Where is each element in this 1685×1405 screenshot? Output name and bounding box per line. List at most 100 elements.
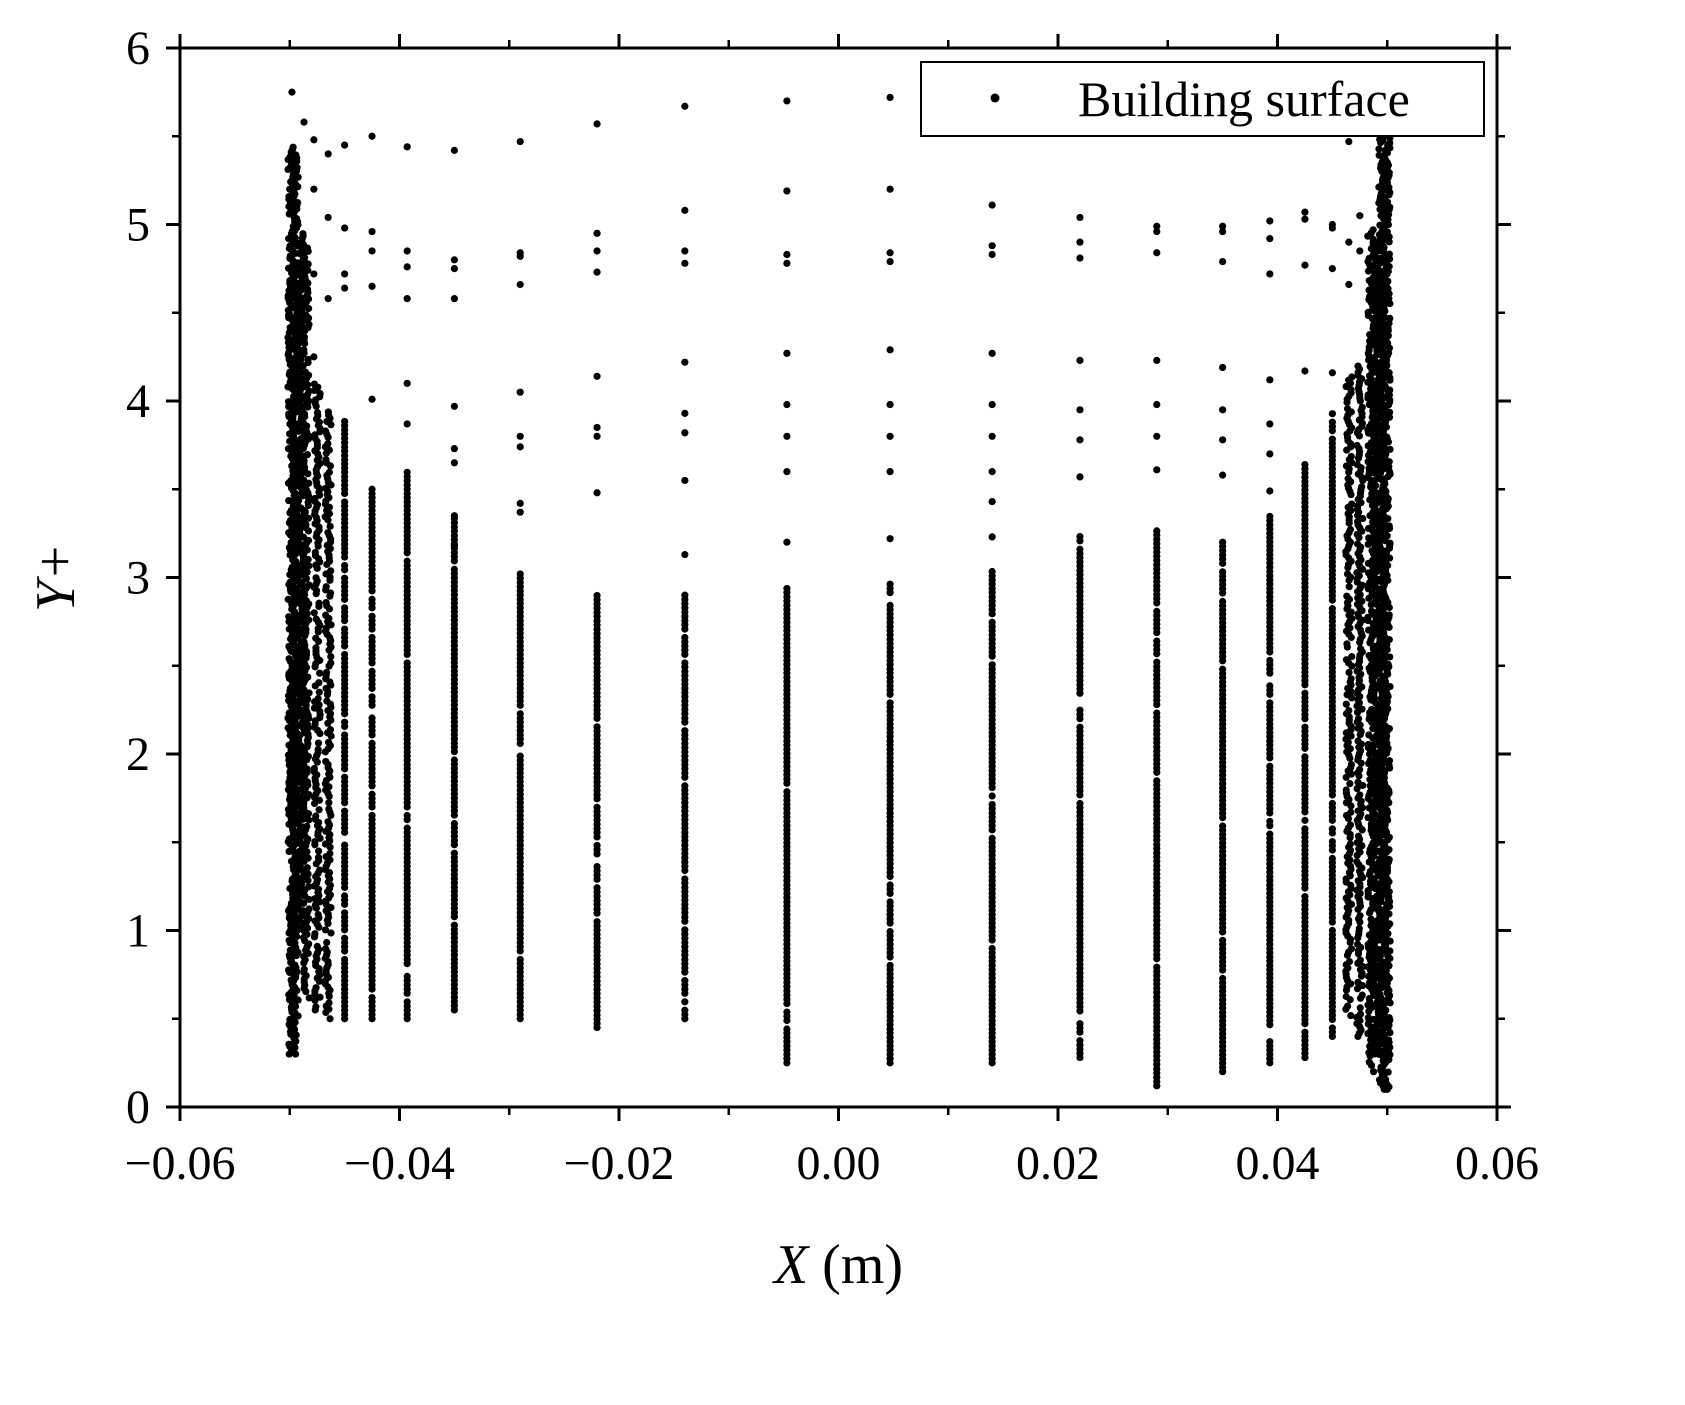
data-point bbox=[1347, 945, 1356, 953]
data-point bbox=[988, 432, 996, 440]
data-point bbox=[1343, 405, 1352, 413]
data-point bbox=[783, 538, 791, 546]
data-point bbox=[1345, 583, 1353, 591]
data-point bbox=[1369, 306, 1377, 314]
data-point bbox=[403, 824, 411, 832]
data-point bbox=[681, 409, 689, 417]
data-point bbox=[1301, 825, 1309, 833]
data-point bbox=[403, 420, 411, 428]
data-point bbox=[368, 485, 376, 493]
data-point bbox=[341, 270, 349, 278]
data-point bbox=[1266, 376, 1274, 384]
data-point bbox=[310, 609, 318, 617]
data-point bbox=[450, 849, 458, 857]
data-point bbox=[1356, 212, 1364, 220]
data-point bbox=[341, 909, 349, 917]
data-point bbox=[1076, 406, 1084, 414]
data-point bbox=[368, 612, 376, 620]
data-point bbox=[681, 659, 689, 667]
data-point bbox=[681, 1006, 689, 1014]
data-point bbox=[300, 294, 308, 302]
data-point bbox=[1379, 346, 1387, 355]
data-point bbox=[326, 849, 334, 858]
data-point bbox=[681, 247, 689, 255]
data-point bbox=[681, 102, 689, 110]
data-point bbox=[681, 782, 689, 790]
data-point bbox=[322, 668, 331, 677]
data-point bbox=[341, 224, 349, 232]
data-point bbox=[1378, 838, 1386, 846]
data-point bbox=[1153, 356, 1161, 365]
data-point bbox=[324, 529, 332, 537]
data-point bbox=[294, 894, 302, 902]
data-point bbox=[299, 331, 307, 339]
data-point bbox=[1378, 606, 1387, 614]
data-point bbox=[516, 710, 524, 718]
data-point bbox=[1348, 500, 1356, 508]
data-point bbox=[1370, 1015, 1378, 1024]
data-point bbox=[1353, 441, 1361, 450]
data-point bbox=[305, 562, 313, 570]
data-point bbox=[1347, 760, 1355, 769]
data-point bbox=[310, 353, 318, 361]
data-point bbox=[988, 400, 996, 409]
data-point bbox=[783, 584, 791, 593]
data-point bbox=[1354, 778, 1362, 786]
data-point bbox=[310, 270, 318, 278]
data-point bbox=[783, 259, 791, 267]
data-point bbox=[1385, 611, 1393, 619]
data-point bbox=[988, 800, 996, 809]
data-point bbox=[1219, 936, 1227, 944]
data-point bbox=[1353, 460, 1361, 469]
data-point bbox=[341, 841, 349, 849]
data-point bbox=[1153, 432, 1161, 440]
data-point bbox=[1153, 709, 1161, 717]
data-points bbox=[284, 88, 1394, 1093]
data-point bbox=[341, 417, 349, 426]
data-point bbox=[783, 468, 791, 476]
data-point bbox=[312, 644, 320, 652]
data-point bbox=[593, 268, 601, 276]
data-point bbox=[1266, 487, 1274, 495]
data-point bbox=[312, 984, 320, 992]
data-point bbox=[368, 693, 376, 701]
data-point bbox=[988, 944, 996, 953]
data-point bbox=[1386, 920, 1394, 928]
data-point bbox=[886, 580, 894, 588]
data-point bbox=[325, 468, 333, 476]
data-point bbox=[593, 489, 601, 497]
data-point bbox=[450, 256, 458, 264]
data-point bbox=[324, 150, 332, 158]
data-point bbox=[1353, 858, 1361, 866]
data-point bbox=[327, 659, 335, 667]
data-point bbox=[450, 146, 458, 154]
data-point bbox=[341, 141, 349, 149]
data-point bbox=[516, 955, 524, 964]
data-point bbox=[314, 853, 323, 862]
data-point bbox=[299, 383, 307, 391]
data-point bbox=[1266, 1038, 1274, 1046]
data-point bbox=[368, 282, 376, 290]
data-point bbox=[988, 792, 996, 800]
data-point bbox=[516, 252, 524, 260]
data-point bbox=[325, 799, 333, 807]
data-point bbox=[988, 201, 996, 209]
data-point bbox=[450, 512, 458, 520]
data-point bbox=[988, 618, 996, 626]
data-point bbox=[1357, 645, 1365, 653]
data-point bbox=[315, 599, 323, 607]
data-point bbox=[341, 498, 349, 506]
data-point bbox=[341, 561, 349, 570]
data-point bbox=[1379, 996, 1387, 1004]
data-point bbox=[1347, 1011, 1355, 1020]
data-point bbox=[1266, 420, 1274, 428]
data-point bbox=[450, 265, 458, 273]
data-point bbox=[1342, 773, 1350, 781]
data-point bbox=[681, 550, 689, 559]
data-point bbox=[681, 875, 689, 883]
data-point bbox=[1375, 145, 1383, 153]
data-point bbox=[284, 264, 293, 272]
data-point bbox=[403, 972, 411, 980]
data-point bbox=[1386, 314, 1394, 322]
